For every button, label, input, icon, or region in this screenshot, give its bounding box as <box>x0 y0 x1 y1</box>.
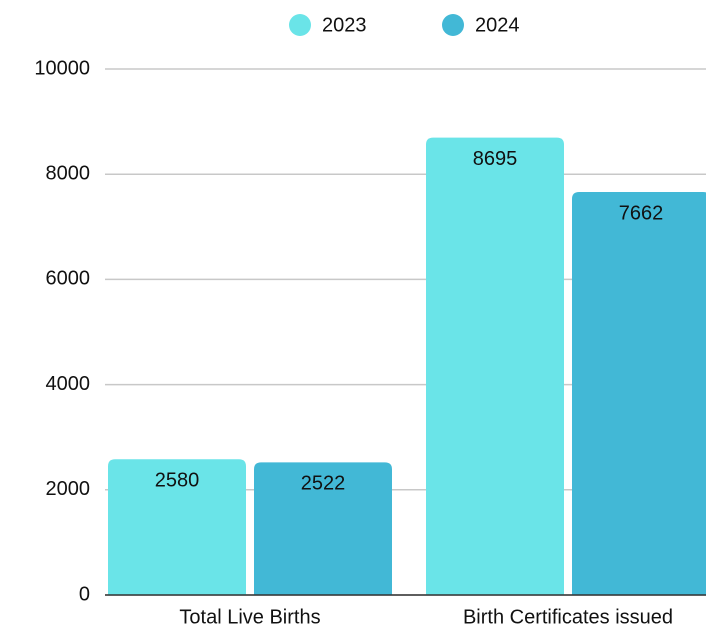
bar <box>108 459 246 595</box>
bar <box>426 137 564 595</box>
legend-swatch <box>442 14 464 36</box>
y-tick-label: 2000 <box>46 478 91 500</box>
x-tick-label: Total Live Births <box>179 606 320 628</box>
value-label: 8695 <box>473 148 518 170</box>
value-label: 2522 <box>301 473 346 495</box>
y-tick-label: 6000 <box>46 268 91 290</box>
x-tick-label: Birth Certificates issued <box>463 606 673 628</box>
bar <box>572 191 706 595</box>
legend-label: 2023 <box>322 14 367 36</box>
bar <box>254 462 392 595</box>
y-tick-label: 10000 <box>34 57 90 79</box>
value-label: 2580 <box>155 470 200 492</box>
y-tick-label: 0 <box>79 583 90 605</box>
value-label: 7662 <box>619 202 664 224</box>
legend-swatch <box>289 14 311 36</box>
legend-label: 2024 <box>475 14 520 36</box>
y-tick-label: 4000 <box>46 373 91 395</box>
y-tick-label: 8000 <box>46 162 91 184</box>
